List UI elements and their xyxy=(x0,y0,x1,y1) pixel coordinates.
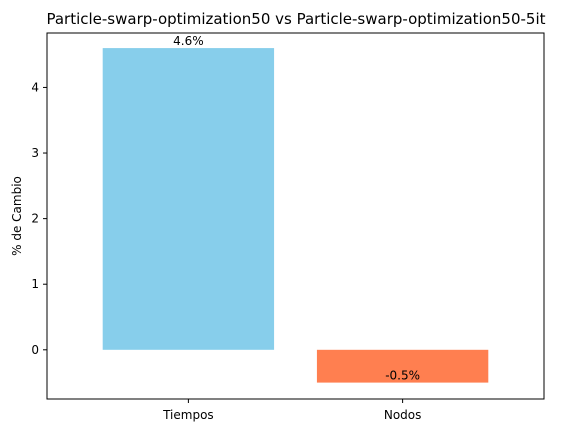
x-tick-label-nodos: Nodos xyxy=(384,408,422,422)
x-tick-label-tiempos: Tiempos xyxy=(162,408,214,422)
y-tick-label-4: 4 xyxy=(31,80,39,94)
plot-frame xyxy=(46,32,545,400)
y-tick-label-2: 2 xyxy=(31,212,39,226)
data-labels-layer: 4.6% -0.5% xyxy=(173,34,420,383)
bar-tiempos xyxy=(102,48,275,350)
y-tick-label-3: 3 xyxy=(31,146,39,160)
y-axis: 0 1 2 3 4 xyxy=(31,80,47,357)
y-tick-label-1: 1 xyxy=(31,277,39,291)
data-label-tiempos: 4.6% xyxy=(173,34,204,48)
bars-layer xyxy=(102,48,489,383)
chart-title: Particle-swarp-optimization50 vs Particl… xyxy=(46,10,545,28)
y-tick-label-0: 0 xyxy=(31,343,39,357)
y-axis-label: % de Cambio xyxy=(10,176,24,256)
bar-nodos xyxy=(316,349,489,383)
data-label-nodos: -0.5% xyxy=(385,369,420,383)
x-axis: Tiempos Nodos xyxy=(162,399,421,422)
